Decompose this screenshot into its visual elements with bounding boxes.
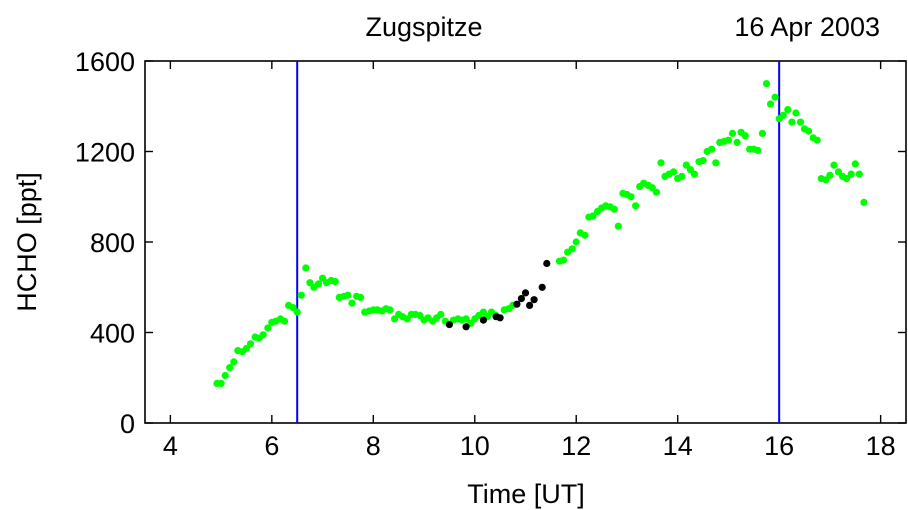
data-point-green [331,278,339,286]
data-point-green [860,198,868,206]
x-tick-label: 12 [561,431,591,461]
data-point-black [496,314,504,322]
x-tick-label: 18 [866,431,896,461]
data-point-green [712,159,720,167]
data-point-green [843,175,851,183]
vertical-markers [296,61,781,423]
data-point-black [445,321,453,329]
data-point-green [572,238,580,246]
data-point-green [293,308,301,316]
data-point-green [830,161,838,169]
data-point-green [348,299,356,307]
y-tick-label: 0 [120,409,135,439]
data-point-green [851,160,859,168]
data-point-green [559,256,568,264]
x-tick-label: 8 [366,431,381,461]
data-point-green [264,324,272,332]
data-point-green [796,118,805,126]
data-point-green [246,340,255,348]
data-point-green [632,202,640,210]
x-tick-label: 6 [264,431,279,461]
data-point-green [652,188,661,196]
data-point-green [678,172,686,180]
data-point-black [521,289,530,297]
data-point-green [230,358,238,366]
x-axis-label: Time [UT] [467,479,585,509]
data-point-green [754,146,762,154]
data-point-green [733,138,741,146]
data-point-green [568,245,576,253]
data-point-green [792,109,800,117]
data-point-green [847,170,855,178]
data-point-green [589,212,597,220]
data-point-green [784,106,792,114]
data-point-green [855,170,863,178]
data-point-green [805,127,813,135]
data-point-green [708,145,716,153]
data-point-black [462,323,470,331]
chart-title-right: 16 Apr 2003 [734,12,880,42]
data-point-green [462,315,470,323]
data-point-green [813,136,821,144]
data-point-green [728,129,737,137]
data-point-green [344,291,352,299]
data-point-green [826,171,834,179]
data-point-green [297,291,305,299]
data-point-green [766,100,775,108]
data-point-green [302,264,310,272]
data-point-black [530,296,538,304]
data-point-green [386,306,394,314]
data-point-green [221,371,229,380]
data-point-green [699,157,707,165]
x-tick-label: 4 [163,431,178,461]
data-point-green [771,93,779,101]
y-tick-label: 400 [90,319,135,349]
data-point-green [762,80,771,88]
data-point-green [259,331,267,339]
data-point-green [357,293,365,301]
data-point-green [581,231,589,239]
data-point-black [543,259,551,268]
y-tick-label: 1200 [75,138,135,168]
chart-title-left: Zugspitze [365,12,482,42]
data-point-green [226,364,234,372]
data-point-green [758,129,767,137]
axis-ticks: 4 6 8 10 12 14 16 18 0 400 800 1200 1600 [75,47,906,461]
data-point-green [779,111,787,119]
data-point-black [513,300,521,308]
data-point-black [517,295,526,303]
x-tick-label: 16 [764,431,794,461]
data-point-black [479,316,487,324]
x-tick-label: 10 [460,431,490,461]
data-point-green [314,280,323,288]
data-point-black [526,301,534,309]
x-tick-label: 14 [663,431,693,461]
data-point-green [741,132,749,140]
data-point-green [280,317,289,325]
data-point-green [657,159,665,167]
data-point-green [788,118,796,126]
data-point-green [610,205,618,213]
data-point-green [670,168,678,176]
data-point-green [627,193,635,201]
data-point-green [437,310,445,318]
data-point-black [538,283,546,291]
y-tick-label: 800 [90,228,135,258]
data-point-green [217,379,225,387]
y-tick-label: 1600 [75,47,135,77]
y-axis-label: HCHO [ppt] [12,172,42,312]
data-point-green [614,222,622,230]
data-point-green [690,170,699,178]
data-point-green [724,136,733,144]
data-points [213,80,868,387]
plot-area-frame [144,60,907,424]
